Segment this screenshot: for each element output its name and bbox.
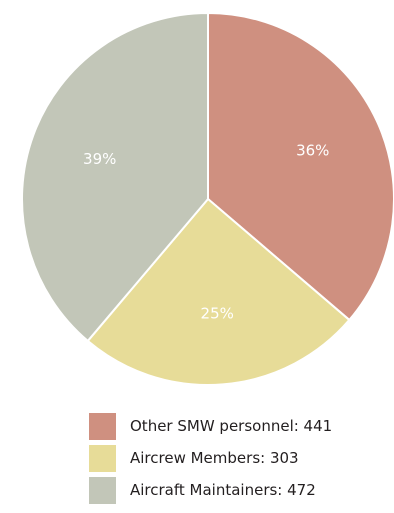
pie-slice-label-aircraft-maintainers: 39% [83,150,116,168]
legend-item-aircraft-maintainers: Aircraft Maintainers: 472 [89,474,389,506]
pie-slices [21,12,394,386]
pie-slice-labels: 36% 25% 39% [83,141,329,322]
legend-label-aircraft-maintainers: Aircraft Maintainers: 472 [130,481,316,499]
pie-chart-svg: 36% 25% 39% [21,12,394,386]
pie-slice-label-aircrew-members: 25% [201,304,234,322]
legend-label-other-smw-personnel: Other SMW personnel: 441 [130,417,333,435]
legend-item-other-smw-personnel: Other SMW personnel: 441 [89,410,389,442]
pie-slice-other-smw-personnel [207,12,394,321]
legend: Other SMW personnel: 441 Aircrew Members… [89,410,389,506]
pie-slice-aircraft-maintainers [21,12,209,342]
legend-item-aircrew-members: Aircrew Members: 303 [89,442,389,474]
legend-swatch-other-smw-personnel [89,412,116,440]
legend-swatch-aircraft-maintainers [89,476,116,504]
pie-slice-label-other-smw-personnel: 36% [296,141,329,159]
legend-label-aircrew-members: Aircrew Members: 303 [130,449,299,467]
pie-slice-aircrew-members [86,198,351,386]
legend-swatch-aircrew-members [89,444,116,472]
